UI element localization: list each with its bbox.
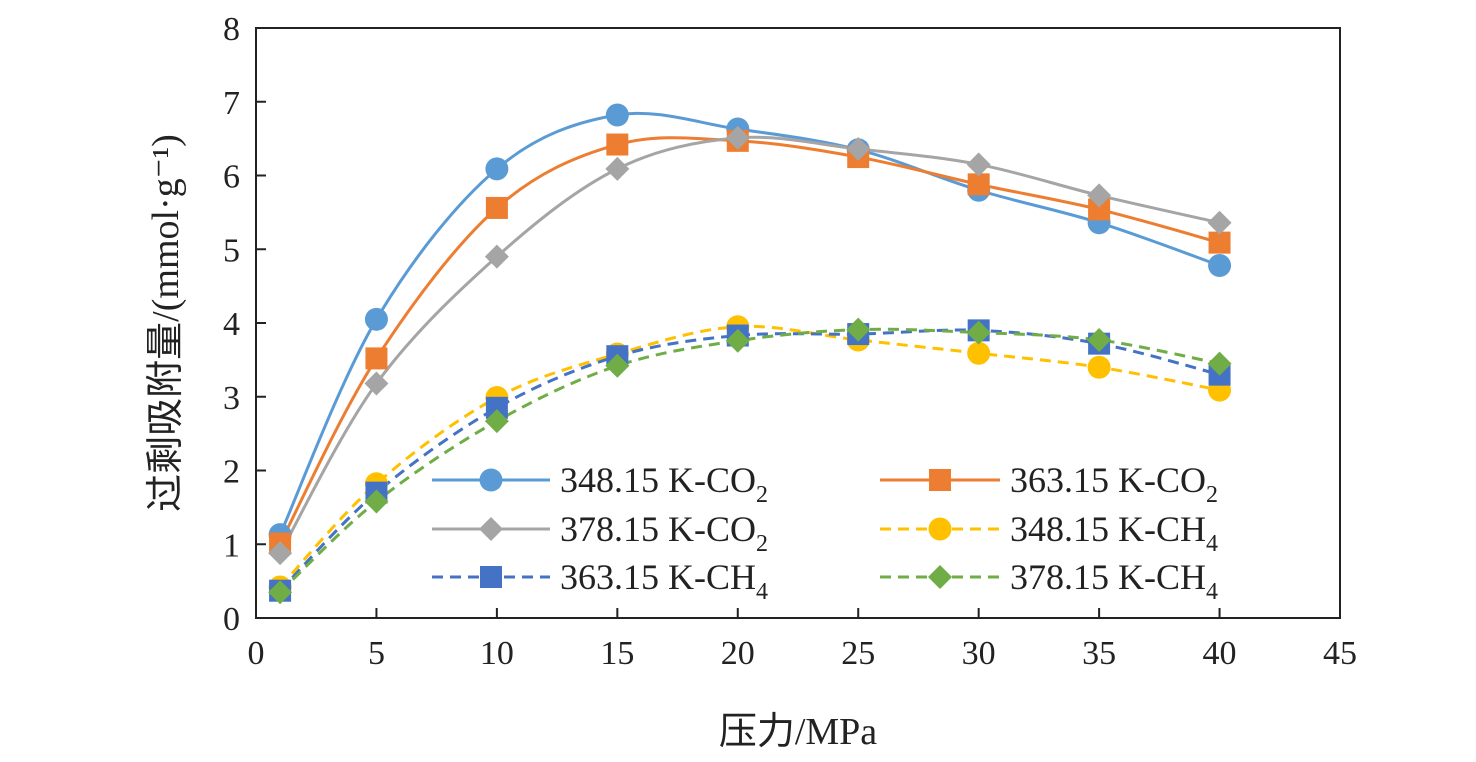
legend-label-text: 363.15 K-CO	[1010, 460, 1206, 500]
x-tick-label: 30	[962, 635, 996, 672]
series-3-point	[268, 541, 293, 566]
legend-label-text: 363.15 K-CH	[560, 557, 756, 597]
series-4-point	[1087, 355, 1111, 379]
legend-label-subscript: 2	[756, 482, 768, 508]
x-tick-label: 15	[600, 635, 634, 672]
x-tick-label: 35	[1082, 635, 1116, 672]
legend-label-2: 363.15 K-CO2	[1010, 460, 1218, 508]
y-tick-label: 6	[223, 159, 240, 196]
legend-label-3: 378.15 K-CO2	[560, 509, 768, 557]
series-3-point	[1087, 183, 1112, 208]
x-ticks: 0 5 10 15 20 25 30 35 40 45	[248, 608, 1357, 672]
series-2-point	[967, 173, 990, 196]
legend-label-subscript: 2	[1206, 482, 1218, 508]
series-6-point	[605, 353, 630, 378]
series-6-point	[846, 317, 871, 342]
series-1-point	[1208, 253, 1232, 277]
series-3-point	[725, 125, 750, 150]
legend-label-text: 348.15 K-CO	[560, 460, 756, 500]
x-tick-label: 40	[1203, 635, 1237, 672]
series-2-point	[1208, 231, 1231, 254]
x-axis-title: 压力/MPa	[719, 711, 877, 753]
legend-marker-2	[929, 469, 951, 491]
series-3-point	[846, 136, 871, 161]
y-tick-label: 1	[223, 527, 240, 564]
x-tick-label: 10	[480, 635, 514, 672]
x-tick-label: 5	[368, 635, 385, 672]
legend-marker-3	[479, 517, 503, 541]
y-axis-title: 过剩吸附量/(mmol·g⁻¹)	[145, 134, 187, 512]
series-4-point	[967, 341, 991, 365]
legend-label-subscript: 4	[1206, 531, 1218, 557]
legend-label-6: 378.15 K-CH4	[1010, 557, 1218, 605]
series-6-point	[966, 320, 991, 345]
x-tick-label: 0	[248, 635, 265, 672]
y-tick-label: 3	[223, 380, 240, 417]
series-6-point	[1207, 351, 1232, 376]
x-tick-label: 45	[1323, 635, 1357, 672]
legend-marker-6	[928, 565, 952, 589]
series-3-point	[364, 371, 389, 396]
series-6-point	[725, 328, 750, 353]
y-tick-label: 4	[223, 306, 240, 343]
series-3-point	[605, 156, 630, 181]
series-markers	[268, 103, 1232, 605]
legend-label-1: 348.15 K-CO2	[560, 460, 768, 508]
series-6-point	[364, 489, 389, 514]
series-3-point	[966, 152, 991, 177]
series-5-point	[485, 396, 508, 419]
x-tick-label: 20	[721, 635, 755, 672]
legend-label-text: 378.15 K-CH	[1010, 557, 1206, 597]
series-line-3	[278, 135, 1220, 554]
legend-label-subscript: 2	[756, 531, 768, 557]
legend-label-4: 348.15 K-CH4	[1010, 509, 1218, 557]
y-tick-label: 0	[223, 601, 240, 638]
series-1-point	[364, 307, 388, 331]
legend-marker-5	[480, 566, 502, 588]
series-3-point	[484, 244, 509, 269]
legend-label-subscript: 4	[756, 579, 768, 605]
series-2-point	[365, 347, 388, 370]
legend-marker-4	[928, 517, 952, 541]
series-2-point	[606, 133, 629, 156]
y-tick-label: 8	[223, 11, 240, 48]
legend-label-text: 348.15 K-CH	[1010, 509, 1206, 549]
legend-marker-1	[479, 468, 503, 492]
series-1-point	[605, 103, 629, 127]
y-tick-label: 2	[223, 454, 240, 491]
series-2-point	[1088, 198, 1111, 221]
series-2-point	[485, 196, 508, 219]
series-6-point	[268, 580, 293, 605]
legend-label-subscript: 4	[1206, 579, 1218, 605]
x-tick-label: 25	[841, 635, 875, 672]
y-tick-label: 7	[223, 85, 240, 122]
series-6-point	[1087, 327, 1112, 352]
series-1-point	[485, 157, 509, 181]
series-line-5	[279, 328, 1220, 592]
legend-label-5: 363.15 K-CH4	[560, 557, 768, 605]
series-3-point	[1207, 210, 1232, 235]
legend-label-text: 378.15 K-CO	[560, 509, 756, 549]
y-ticks: 0 1 2 3 4 5 6 7 8	[223, 11, 266, 638]
y-tick-label: 5	[223, 232, 240, 269]
series-6-point	[484, 409, 509, 434]
